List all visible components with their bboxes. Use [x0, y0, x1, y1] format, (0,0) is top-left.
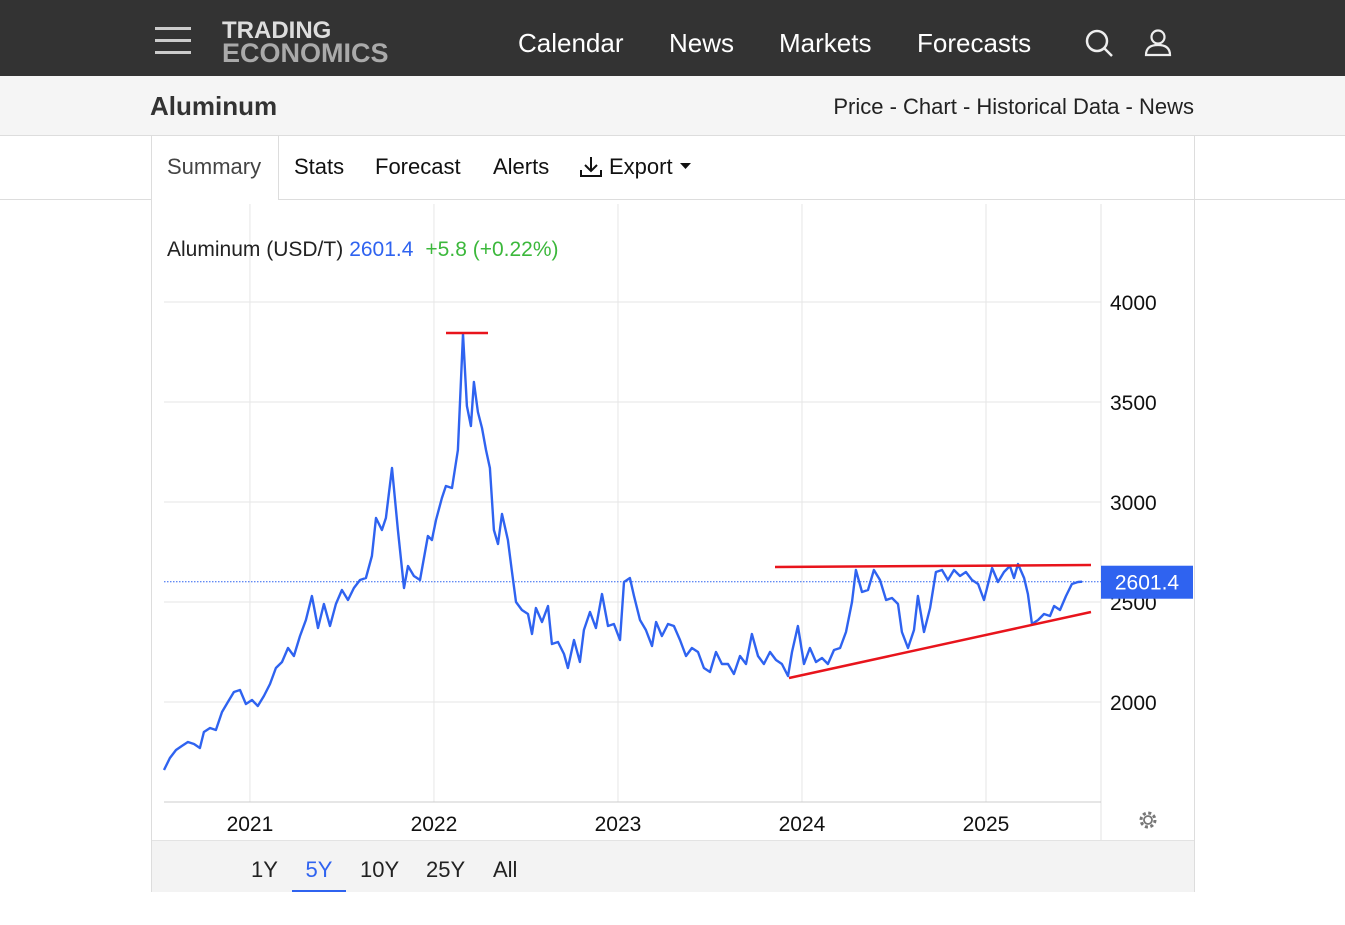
- x-tick-label: 2023: [595, 813, 642, 836]
- chart: Aluminum (USD/T) 2601.4 +5.8 (+0.22%) 2000…: [162, 204, 1193, 840]
- tab[interactable]: Forecast: [375, 154, 461, 179]
- range-button[interactable]: All: [493, 857, 518, 882]
- y-tick-label: 3500: [1110, 392, 1157, 415]
- range-button[interactable]: 10Y: [360, 857, 400, 882]
- tab[interactable]: Stats: [294, 154, 345, 179]
- price-line: [162, 332, 1083, 771]
- tab[interactable]: Summary: [167, 154, 262, 179]
- active-tab: [152, 136, 279, 200]
- logo-line: ECONOMICS: [222, 38, 389, 68]
- tab[interactable]: Alerts: [493, 154, 550, 179]
- range-button[interactable]: 25Y: [426, 857, 466, 882]
- y-tick-label: 4000: [1110, 292, 1157, 315]
- x-tick-label: 2025: [963, 813, 1010, 836]
- menu-icon[interactable]: [150, 24, 196, 58]
- header-links[interactable]: Price - Chart - Historical Data - News: [833, 94, 1194, 119]
- logo-line: TRADING: [222, 17, 332, 44]
- x-tick-label: 2022: [411, 813, 458, 836]
- nav-link[interactable]: News: [669, 28, 735, 58]
- x-tick-label: 2024: [779, 813, 826, 836]
- legend-title: Aluminum (USD/T): [167, 238, 343, 261]
- settings-icon[interactable]: [1139, 811, 1157, 829]
- nav-link[interactable]: Calendar: [518, 28, 624, 58]
- y-tick-label: 2000: [1110, 692, 1157, 715]
- nav-bar: TRADING ECONOMICS Calendar News Markets …: [0, 0, 1345, 76]
- caret: [680, 163, 691, 169]
- sub-header: Aluminum Price - Chart - Historical Data…: [0, 76, 1345, 136]
- legend-value: 2601.4: [349, 238, 414, 261]
- nav-link[interactable]: Markets: [779, 28, 872, 58]
- last-value-label: 2601.4: [1115, 572, 1180, 595]
- range-button[interactable]: 1Y: [251, 857, 278, 882]
- y-tick-label: 3000: [1110, 492, 1157, 515]
- last-value-box: [1101, 565, 1193, 599]
- range-button[interactable]: 5Y: [292, 857, 346, 892]
- search-icon[interactable]: [1084, 28, 1116, 60]
- trend-line: [788, 610, 1092, 680]
- page-title: Aluminum: [150, 91, 278, 121]
- range-bar: [152, 840, 1194, 892]
- nav-link[interactable]: Forecasts: [917, 28, 1032, 58]
- legend-change: +5.8 (+0.22%): [425, 238, 558, 261]
- chart-legend: Aluminum (USD/T) 2601.4 +5.8 (+0.22%): [167, 238, 559, 261]
- trend-line: [774, 563, 1092, 569]
- logo[interactable]: TRADING ECONOMICS: [222, 17, 389, 68]
- user-icon[interactable]: [1143, 28, 1173, 58]
- tab[interactable]: Export: [609, 154, 673, 179]
- x-tick-label: 2021: [227, 813, 274, 836]
- divider: [0, 199, 1345, 200]
- export-icon: [580, 157, 602, 177]
